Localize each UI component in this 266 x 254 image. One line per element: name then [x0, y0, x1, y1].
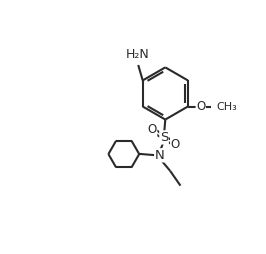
Text: S: S	[160, 131, 168, 144]
Text: H₂N: H₂N	[126, 47, 149, 60]
Text: O: O	[196, 100, 205, 113]
Text: CH₃: CH₃	[217, 102, 238, 112]
Text: O: O	[171, 138, 180, 151]
Text: O: O	[148, 123, 157, 136]
Text: N: N	[155, 149, 164, 162]
